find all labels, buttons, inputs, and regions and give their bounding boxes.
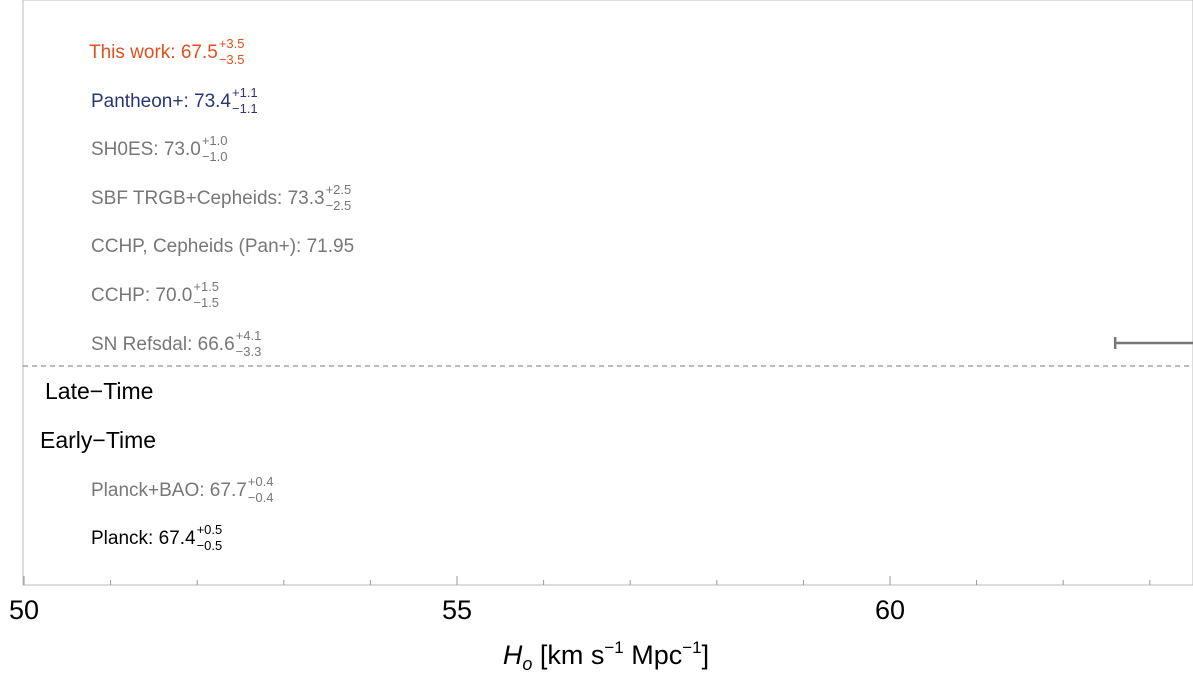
row-label-sup-5: +1.5 [193,279,219,294]
row-label-0: This work: 67.5 [89,42,218,63]
row-label-8: Planck: 67.4 [91,528,196,549]
row-label-sup-3: +2.5 [326,182,352,197]
row-label-3: SBF TRGB+Cepheids: 73.3 [91,188,325,209]
row-label-sub-5: −1.5 [193,295,219,310]
row-label-4: CCHP, Cepheids (Pan+): 71.95 [91,236,354,257]
row-label-sub-8: −0.5 [197,538,223,553]
late-time-label: Late−Time [45,378,153,404]
row-label-sup-7: +0.4 [248,474,274,489]
row-label-7: Planck+BAO: 67.7 [91,480,247,501]
x-tick-label-2: 60 [875,595,905,625]
row-label-sub-3: −2.5 [326,198,352,213]
row-label-sup-2: +1.0 [202,133,228,148]
early-time-label: Early−Time [40,427,156,453]
row-label-sub-1: −1.1 [232,101,258,116]
x-axis-label: Ho [km s−1 Mpc−1] [503,638,709,674]
plot-frame [22,0,1193,586]
x-tick-label-0: 50 [9,595,39,625]
x-tick-label-1: 55 [442,595,472,625]
row-label-sup-8: +0.5 [197,522,223,537]
points-layer [1113,337,1193,349]
row-label-1: Pantheon+: 73.4 [91,91,231,112]
row-label-sub-6: −3.3 [236,344,262,359]
row-label-6: SN Refsdal: 66.6 [91,334,235,355]
x-ticks-layer: 505560657075 [9,576,1151,625]
row-label-sup-0: +3.5 [219,36,245,51]
row-label-sup-6: +4.1 [236,328,262,343]
row-label-sub-2: −1.0 [202,149,228,164]
row-label-sub-7: −0.4 [248,490,274,505]
row-label-sup-1: +1.1 [232,85,258,100]
row-label-5: CCHP: 70.0 [91,285,192,306]
row-label-2: SH0ES: 73.0 [91,139,201,160]
row-label-sub-0: −3.5 [219,52,245,67]
